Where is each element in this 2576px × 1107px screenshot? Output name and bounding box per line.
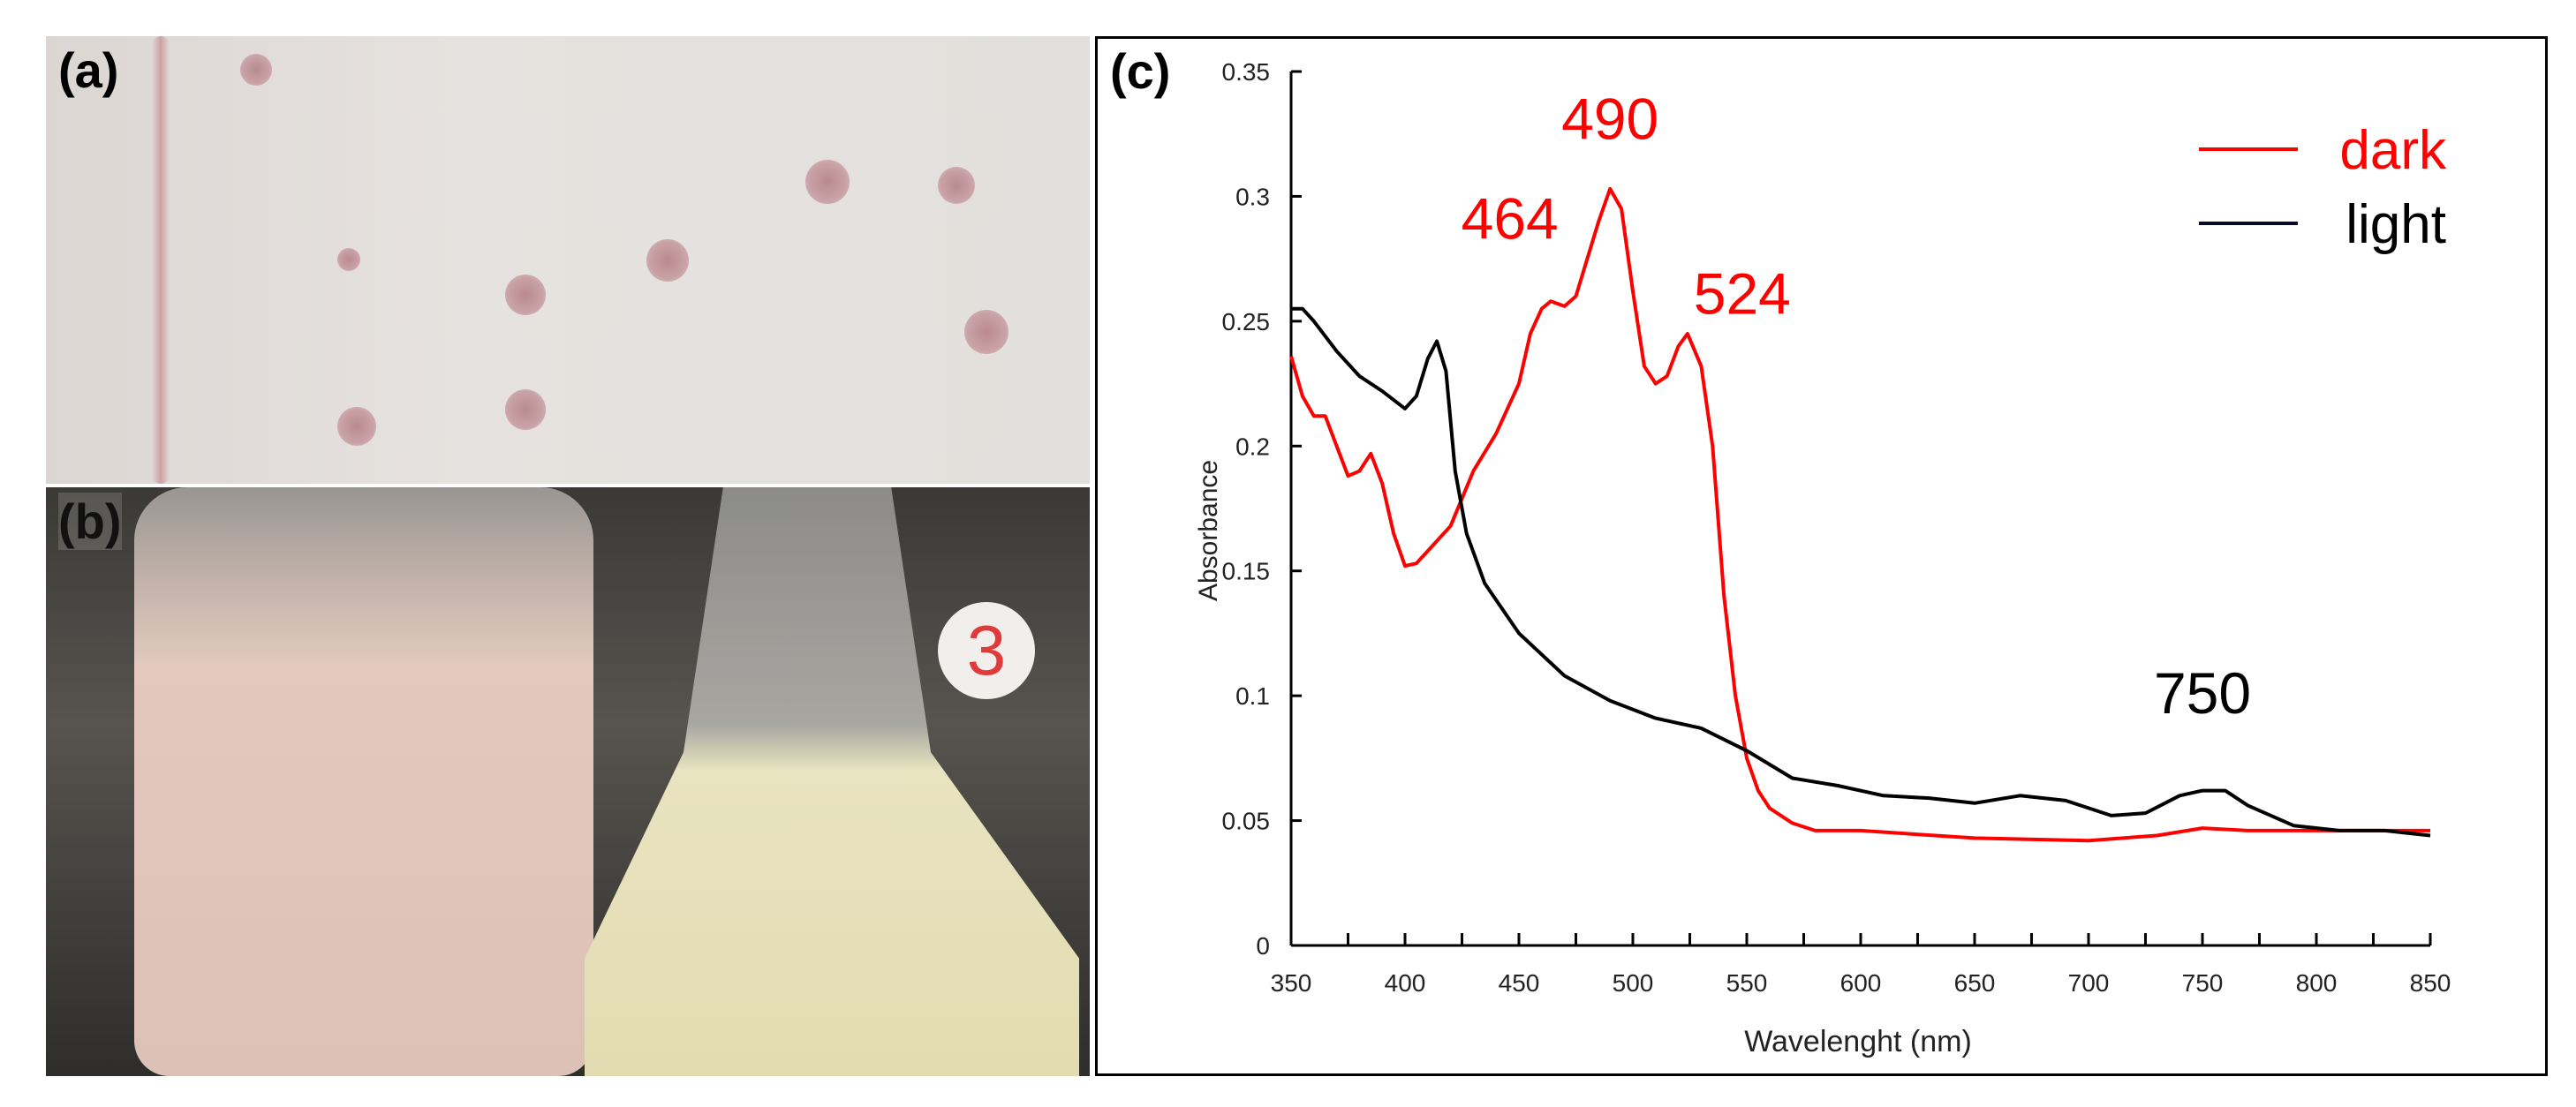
y-tick-label: 0.1 — [1235, 682, 1270, 710]
x-tick-label: 650 — [1954, 969, 1996, 997]
y-tick-label: 0.3 — [1235, 183, 1270, 210]
absorbance-chart: 350 400 450 500 550 600 650 700 750 800 850 0 0.05 0.… — [1194, 58, 2451, 1058]
peak-label-524: 524 — [1694, 260, 1791, 326]
colony — [938, 167, 975, 204]
peak-label-464: 464 — [1462, 186, 1559, 252]
culture-jar — [134, 487, 593, 1076]
x-tick-label: 400 — [1385, 969, 1426, 997]
series-line-light — [1291, 306, 2431, 838]
legend-label-light: light — [2346, 194, 2446, 255]
y-tick-label: 0.25 — [1222, 308, 1271, 335]
panel-c-chart: (c) 350 400 450 500 550 600 650 700 750 800 850 0 0.… — [1095, 36, 2548, 1076]
panel-label-c: (c) — [1110, 43, 1171, 99]
colony — [337, 407, 376, 446]
panel-a-photo: (a) — [46, 36, 1090, 484]
streak — [152, 36, 170, 484]
y-tick-label: 0.15 — [1222, 558, 1271, 585]
x-tick-label: 750 — [2182, 969, 2224, 997]
x-tick-label: 500 — [1613, 969, 1654, 997]
colony — [240, 54, 272, 86]
panel-b-photo: 3 (b) — [46, 487, 1090, 1076]
y-tick-label: 0.35 — [1222, 58, 1271, 86]
x-tick-label: 550 — [1726, 969, 1768, 997]
x-tick-label: 350 — [1271, 969, 1312, 997]
x-tick-label: 450 — [1499, 969, 1540, 997]
y-axis-label: Absorbance — [1194, 460, 1223, 601]
colony — [646, 239, 689, 282]
x-axis-label: Wavelenght (nm) — [1744, 1025, 1972, 1058]
y-tick-label: 0.05 — [1222, 808, 1271, 835]
peak-label-750: 750 — [2154, 660, 2251, 726]
x-tick-label: 850 — [2410, 969, 2451, 997]
legend-label-dark: dark — [2339, 120, 2447, 181]
colony — [964, 310, 1008, 354]
x-tick-label: 700 — [2068, 969, 2110, 997]
y-tick-label: 0.2 — [1235, 433, 1270, 460]
flask-tag: 3 — [938, 602, 1035, 699]
panel-label-a: (a) — [58, 42, 119, 98]
x-tick-label: 600 — [1840, 969, 1882, 997]
x-tick-label: 800 — [2296, 969, 2338, 997]
series-line-dark — [1289, 186, 2430, 843]
colony — [337, 248, 360, 271]
y-tick-label: 0 — [1256, 932, 1270, 960]
colony — [505, 389, 546, 430]
colony — [505, 275, 546, 315]
colony — [805, 160, 850, 204]
panel-label-b: (b) — [58, 493, 122, 550]
peak-label-490: 490 — [1561, 86, 1658, 151]
culture-flask — [585, 487, 1079, 1076]
